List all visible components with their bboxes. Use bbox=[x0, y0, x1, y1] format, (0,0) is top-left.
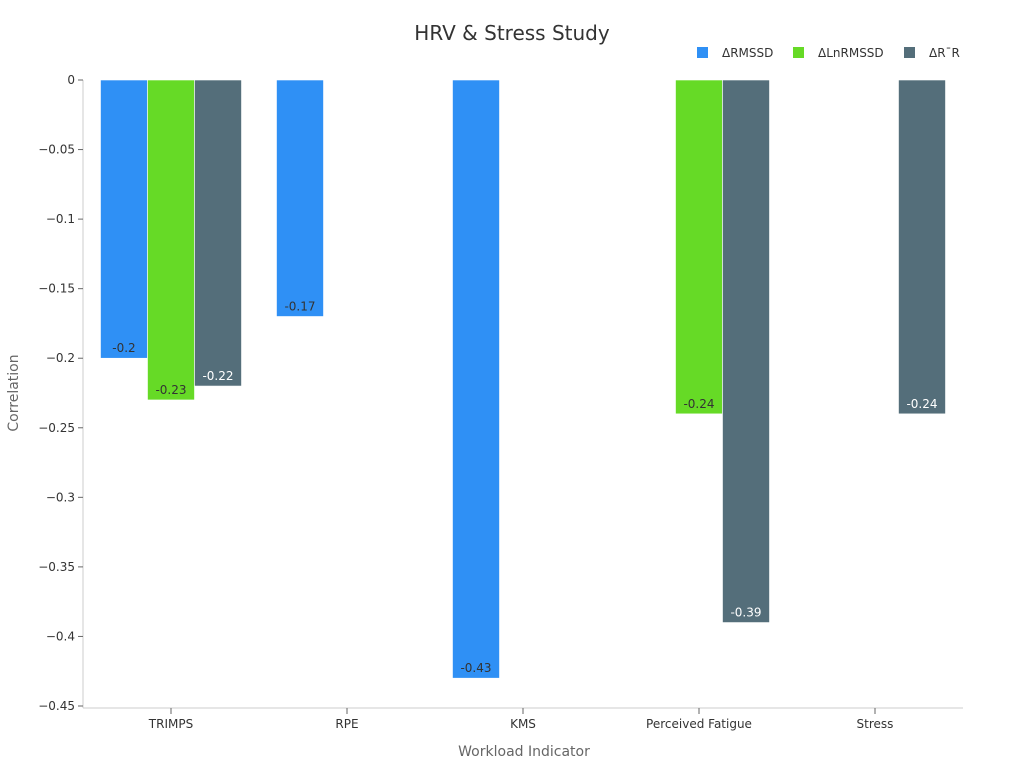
bar bbox=[276, 79, 324, 317]
legend-entry: ΔLnRMSSD bbox=[818, 46, 884, 60]
bar-value-label: -0.39 bbox=[730, 606, 761, 620]
y-tick-label: −0.15 bbox=[38, 282, 75, 296]
y-tick-label: −0.4 bbox=[46, 629, 75, 643]
y-tick-label: −0.25 bbox=[38, 421, 75, 435]
legend-swatch bbox=[793, 47, 804, 58]
legend-swatch bbox=[697, 47, 708, 58]
y-axis: 0 −0.05 −0.1 −0.15 −0.2 −0.25 −0.3 −0.35 −0.4 −0.… bbox=[38, 73, 84, 713]
x-axis-label: Workload Indicator bbox=[458, 744, 590, 760]
bar-value-label: -0.23 bbox=[155, 383, 186, 397]
bar-value-label: -0.22 bbox=[202, 369, 233, 383]
bar-value-label: -0.17 bbox=[284, 299, 315, 313]
x-tick-label: KMS bbox=[510, 717, 536, 731]
bar-value-label: -0.2 bbox=[112, 341, 135, 355]
y-tick-label: −0.45 bbox=[38, 699, 75, 713]
legend-swatch bbox=[904, 47, 915, 58]
bar bbox=[194, 79, 242, 387]
x-tick-label: Stress bbox=[857, 717, 894, 731]
bar-value-label: -0.24 bbox=[906, 397, 937, 411]
x-tick-label: TRIMPS bbox=[148, 717, 193, 731]
chart-title: HRV & Stress Study bbox=[414, 21, 610, 45]
y-tick-label: −0.2 bbox=[46, 351, 75, 365]
bar bbox=[147, 79, 195, 401]
y-tick-label: −0.35 bbox=[38, 560, 75, 574]
y-tick-label: 0 bbox=[67, 73, 75, 87]
y-tick-label: −0.05 bbox=[38, 143, 75, 157]
bar bbox=[675, 79, 723, 415]
legend: ΔRMSSD ΔLnRMSSD ΔR¯R bbox=[697, 46, 960, 60]
bars bbox=[100, 79, 946, 679]
legend-entry: ΔR¯R bbox=[929, 46, 960, 60]
bar bbox=[898, 79, 946, 415]
x-axis: TRIMPS RPE KMS Perceived Fatigue Stress bbox=[83, 707, 963, 731]
bar-value-label: -0.43 bbox=[460, 661, 491, 675]
bar bbox=[722, 79, 770, 623]
y-axis-label: Correlation bbox=[6, 354, 22, 431]
x-tick-label: RPE bbox=[335, 717, 358, 731]
bar bbox=[100, 79, 148, 359]
y-tick-label: −0.3 bbox=[46, 490, 75, 504]
x-tick-label: Perceived Fatigue bbox=[646, 717, 752, 731]
bar-value-label: -0.24 bbox=[683, 397, 714, 411]
legend-entry: ΔRMSSD bbox=[722, 46, 773, 60]
data-labels: -0.2 -0.17 -0.43 -0.23 -0.24 -0.22 -0.39 -0.24 bbox=[112, 299, 937, 675]
y-tick-label: −0.1 bbox=[46, 212, 75, 226]
bar bbox=[452, 79, 500, 679]
